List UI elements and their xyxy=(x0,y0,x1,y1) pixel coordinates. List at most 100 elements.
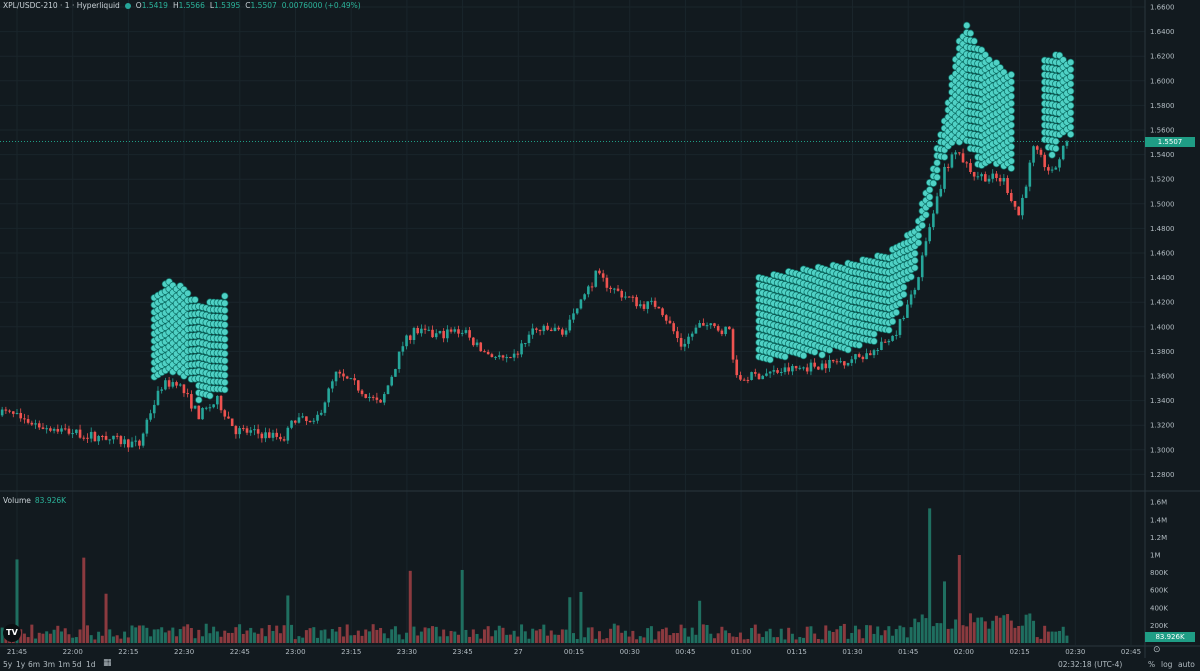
candle-body xyxy=(1065,141,1069,146)
range-1m[interactable]: 1m xyxy=(58,660,71,669)
tradingview-logo-icon[interactable]: TV xyxy=(3,624,21,642)
buy-bubble xyxy=(221,371,229,379)
volume-bar xyxy=(909,627,913,643)
candle-body xyxy=(327,388,330,403)
candle-body xyxy=(850,359,854,363)
volume-bar xyxy=(119,638,123,643)
candle-body xyxy=(319,412,323,415)
candle-body xyxy=(0,409,4,416)
volume-bar xyxy=(879,635,883,643)
volume-bar xyxy=(768,628,772,643)
auto-toggle[interactable]: auto xyxy=(1178,660,1195,669)
price-tick-label: 1.3000 xyxy=(1150,446,1175,454)
symbol-title[interactable]: XPL/USDC-210 · 1 · Hyperliquid xyxy=(3,1,120,10)
volume-bar xyxy=(52,629,56,643)
candle-body xyxy=(820,363,824,370)
candle-body xyxy=(920,255,924,278)
percent-toggle[interactable]: % xyxy=(1148,660,1156,669)
price-tick-label: 1.3400 xyxy=(1150,397,1175,405)
candle-body xyxy=(991,173,995,179)
buy-bubble xyxy=(1066,58,1075,66)
calendar-icon[interactable]: ▦ xyxy=(103,658,112,668)
bottom-toolbar: 5y 1y 6m 3m 1m 5d 1d ▦ 02:32:18 (UTC-4) … xyxy=(0,658,1200,671)
range-1d[interactable]: 1d xyxy=(86,660,96,669)
volume-bar xyxy=(175,636,179,643)
candle-body xyxy=(353,378,356,381)
volume-bar xyxy=(980,617,984,643)
candle-body xyxy=(954,152,957,155)
candle-body xyxy=(683,343,687,347)
open-label: O xyxy=(135,1,142,10)
volume-bar xyxy=(356,630,360,643)
candle-body xyxy=(813,362,816,367)
candle-body xyxy=(869,353,872,356)
volume-tick-label: 800K xyxy=(1150,569,1168,577)
buy-bubble xyxy=(1007,114,1015,122)
volume-bar xyxy=(872,633,876,643)
buy-bubble xyxy=(1066,80,1075,88)
buy-bubble xyxy=(918,221,926,230)
last-volume-tag: 83.926K xyxy=(1145,632,1195,642)
buy-bubble xyxy=(1007,99,1015,108)
price-tick-label: 1.4000 xyxy=(1150,323,1175,331)
volume-bar xyxy=(527,638,531,643)
volume-bar xyxy=(987,628,991,643)
volume-bar xyxy=(85,625,89,643)
buy-bubble xyxy=(1066,94,1075,102)
high-value: 1.5566 xyxy=(178,1,205,10)
candle-body xyxy=(690,333,694,337)
range-1y[interactable]: 1y xyxy=(16,660,26,669)
range-6m[interactable]: 6m xyxy=(28,660,41,669)
candle-body xyxy=(802,367,805,369)
candle-body xyxy=(980,174,983,177)
candle-body xyxy=(260,433,264,439)
price-tick-label: 1.3600 xyxy=(1150,373,1175,381)
buy-bubble xyxy=(1007,157,1015,165)
buy-bubble xyxy=(1052,144,1060,153)
clock[interactable]: 02:32:18 (UTC-4) xyxy=(1058,660,1123,669)
candle-body xyxy=(739,375,742,380)
candle-body xyxy=(598,270,601,274)
candle-body xyxy=(104,436,108,440)
candle-body xyxy=(891,335,894,341)
high-label: H xyxy=(172,1,179,10)
volume-bar xyxy=(779,628,783,643)
volume-bar xyxy=(163,632,167,643)
range-5y[interactable]: 5y xyxy=(3,660,13,669)
volume-bar xyxy=(813,633,817,643)
buy-bubble xyxy=(963,21,971,30)
volume-bar xyxy=(89,635,93,643)
candle-body xyxy=(63,428,67,430)
log-toggle[interactable]: log xyxy=(1161,660,1173,669)
volume-bar xyxy=(861,638,865,643)
volume-bar xyxy=(631,630,635,643)
candle-body xyxy=(572,313,575,320)
candle-body xyxy=(45,428,48,430)
volume-bar xyxy=(234,627,238,643)
settings-icon[interactable]: ⊙ xyxy=(1153,645,1161,655)
candle-body xyxy=(178,384,182,386)
candle-body xyxy=(475,342,479,346)
volume-bar xyxy=(638,636,642,643)
low-label: L xyxy=(209,1,215,10)
volume-bar xyxy=(405,632,409,643)
buy-bubble xyxy=(922,211,930,219)
volume-bar xyxy=(850,632,854,643)
candle-body xyxy=(193,405,197,409)
candle-body xyxy=(687,336,690,344)
volume-bar xyxy=(419,631,423,643)
range-5d[interactable]: 5d xyxy=(72,660,82,669)
candle-body xyxy=(1061,145,1065,160)
candle-body xyxy=(728,326,731,330)
range-3m[interactable]: 3m xyxy=(43,660,56,669)
time-tick-label: 01:30 xyxy=(842,648,862,656)
volume-bar xyxy=(338,626,342,643)
volume-bar xyxy=(475,633,479,643)
candle-body xyxy=(846,362,850,366)
candle-body xyxy=(557,327,560,330)
buy-bubble xyxy=(1066,130,1075,139)
buy-bubble xyxy=(221,342,229,351)
buy-bubble xyxy=(191,296,199,304)
